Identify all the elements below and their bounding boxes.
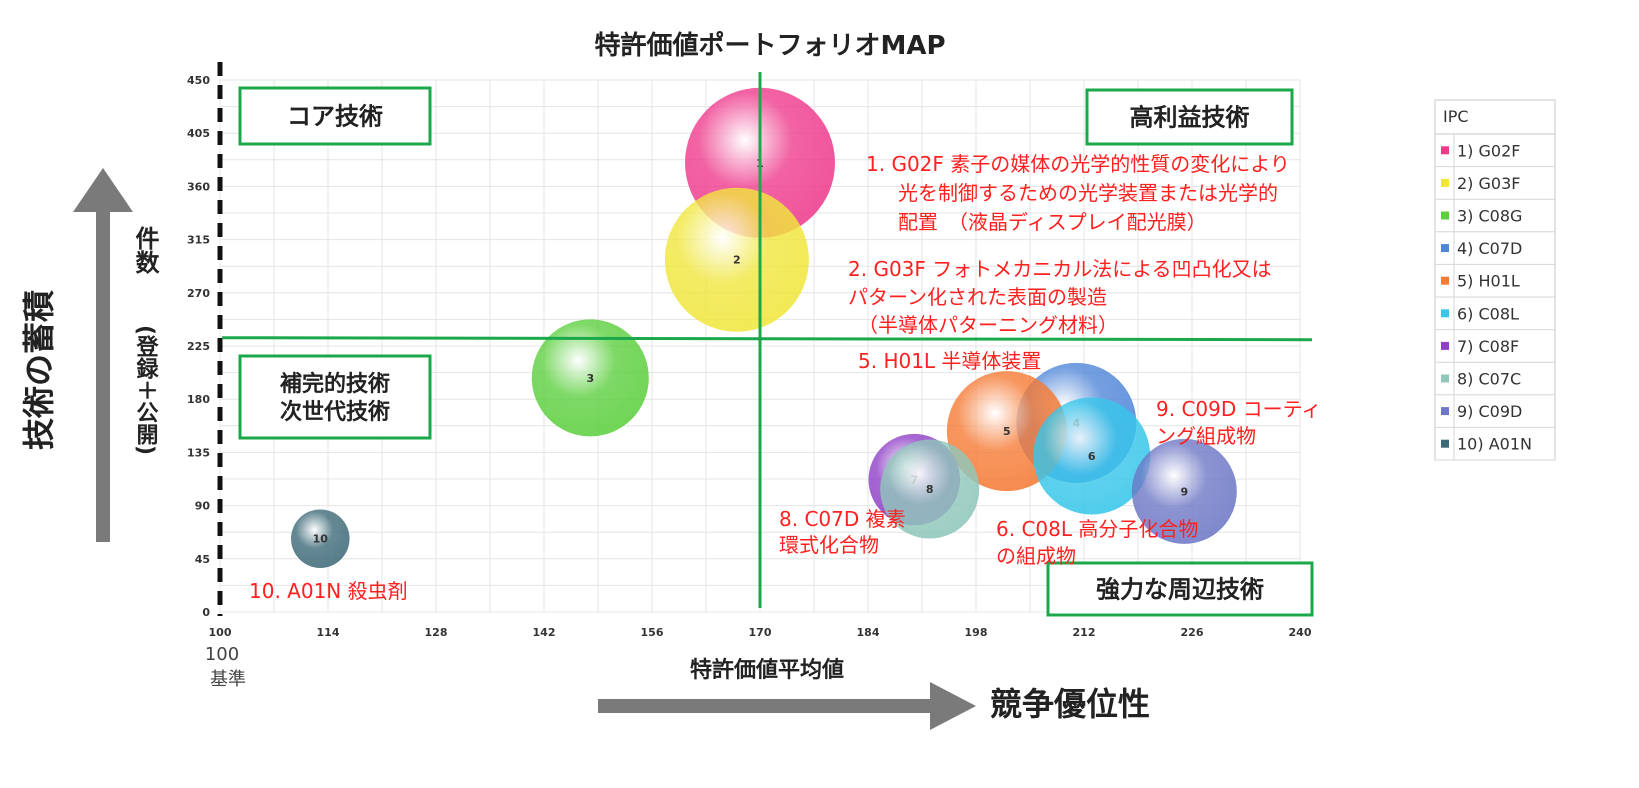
- y-tick-label: 45: [195, 553, 210, 566]
- x-tick-label: 170: [749, 626, 772, 639]
- x-tick-label: 212: [1073, 626, 1096, 639]
- legend-entry: 1) G02F: [1457, 141, 1520, 160]
- legend-swatch: [1441, 407, 1449, 416]
- legend-entry: 6) C08L: [1457, 304, 1519, 323]
- horizontal-arrow: [598, 682, 976, 730]
- annotation-text: 10. A01N 殺虫剤: [249, 579, 408, 603]
- quadrant-label: 強力な周辺技術: [1096, 576, 1264, 604]
- annotation-text: の組成物: [996, 544, 1076, 568]
- legend: IPC 1) G02F 2) G03F 3) C08G 4) C07D 5) H01L 6)…: [1434, 99, 1556, 461]
- annotation-text: 8. C07D 複素: [779, 507, 906, 531]
- annotation-text: 1. G02F 素子の媒体の光学的性質の変化により: [866, 152, 1290, 176]
- y-tick-label: 450: [187, 74, 210, 87]
- quadrant-box: [238, 86, 432, 146]
- x-tick-label: 142: [533, 626, 556, 639]
- quadrant-box: [1046, 561, 1314, 617]
- x-axis: 100 114 128 142 156 170 184 198 212 226 240: [209, 626, 1312, 639]
- y-tick-label: 315: [187, 234, 210, 247]
- annotation-text: ング組成物: [1156, 424, 1256, 448]
- x-baseline-value: 100: [205, 644, 239, 665]
- quadrant-label: 補完的技術: [279, 371, 390, 397]
- legend-box: [1434, 99, 1556, 461]
- y-axis: 0 45 90 135 180 225 270 315 360 405 450: [187, 74, 210, 619]
- x-tick-label: 184: [857, 626, 880, 639]
- quadrant-box: [238, 354, 432, 440]
- x-tick-label: 156: [641, 626, 664, 639]
- x-tick-label: 128: [425, 626, 448, 639]
- legend-swatch: [1441, 309, 1449, 318]
- quadrant-label: コア技術: [287, 103, 383, 131]
- vertical-arrow: [73, 168, 133, 542]
- quadrant-dividers: [221, 72, 1313, 608]
- annotation-text: 6. C08L 高分子化合物: [996, 517, 1198, 541]
- bubble-a01n: [291, 509, 350, 568]
- y-tick-label: 135: [187, 446, 210, 459]
- legend-entry: 10) A01N: [1457, 435, 1532, 454]
- bubble-c07c: [880, 439, 980, 539]
- bubble-c08g: [531, 319, 649, 437]
- annotation-text: 光を制御するための光学装置または光学的: [898, 181, 1278, 205]
- legend-swatch: [1441, 439, 1449, 448]
- bubble-label: 2: [733, 254, 741, 267]
- legend-entry: 8) C07C: [1457, 370, 1521, 389]
- y-tick-label: 180: [187, 393, 210, 406]
- y-axis-title: 件数: [131, 226, 159, 275]
- y-tick-label: 360: [187, 180, 210, 193]
- legend-entry: 4) C07D: [1457, 239, 1522, 258]
- annotation-text: 9. C09D コーティ: [1156, 397, 1321, 421]
- legend-entry: 5) H01L: [1457, 272, 1520, 291]
- bubble-label: 5: [1003, 425, 1011, 438]
- x-tick-label: 114: [317, 626, 340, 639]
- annotation-text: 配置 （液晶ディスプレイ配光膜）: [898, 210, 1207, 234]
- y-tick-label: 0: [202, 606, 210, 619]
- x-baseline-caption: 基準: [210, 669, 246, 690]
- legend-entry: 3) C08G: [1457, 207, 1522, 226]
- x-tick-label: 226: [1181, 626, 1204, 639]
- x-tick-label: 100: [209, 626, 232, 639]
- y-tick-label: 225: [187, 340, 210, 353]
- y-axis-subtitle: (登録＋公開): [133, 325, 160, 455]
- legend-swatch: [1441, 244, 1449, 253]
- bubble-g03f: [664, 187, 809, 332]
- x-tick-label: 240: [1289, 626, 1312, 639]
- legend-swatch: [1441, 146, 1449, 155]
- y-tick-label: 405: [187, 127, 210, 140]
- horizontal-divider: [221, 336, 1313, 342]
- legend-swatch: [1441, 211, 1449, 220]
- horizontal-arrow-label: 競争優位性: [990, 685, 1150, 723]
- bubble-label: 8: [926, 483, 934, 496]
- legend-swatch: [1441, 276, 1449, 285]
- bubble-label: 9: [1180, 485, 1188, 498]
- bubble-label: 3: [586, 372, 594, 385]
- y-tick-label: 90: [195, 500, 211, 513]
- bubble-label: 6: [1088, 450, 1096, 463]
- bubble-label: 10: [313, 533, 329, 546]
- quadrant-label: 次世代技術: [280, 399, 390, 425]
- legend-swatch: [1441, 341, 1449, 350]
- legend-entry: 7) C08F: [1457, 337, 1519, 356]
- x-tick-label: 198: [965, 626, 988, 639]
- x-axis-title: 特許価値平均値: [690, 657, 844, 683]
- legend-swatch: [1441, 374, 1449, 383]
- annotation-text: 5. H01L 半導体装置: [858, 349, 1041, 373]
- annotations: 1. G02F 素子の媒体の光学的性質の変化により光を制御するための光学装置また…: [249, 152, 1321, 603]
- legend-swatch: [1441, 178, 1449, 187]
- legend-entry: 2) G03F: [1457, 174, 1520, 193]
- vertical-arrow-label: 技術の蓄積: [20, 290, 58, 450]
- bubble-c08l: [1033, 397, 1151, 515]
- annotation-text: 2. G03F フォトメカニカル法による凹凸化又は: [848, 257, 1272, 281]
- annotation-text: 環式化合物: [779, 533, 879, 557]
- chart-title: 特許価値ポートフォリオMAP: [594, 30, 945, 61]
- bubble-c09d: [1131, 438, 1237, 544]
- quadrant-label: 高利益技術: [1130, 104, 1250, 132]
- quadrant-box: [1085, 88, 1294, 146]
- annotation-text: （半導体パターニング材料）: [858, 313, 1118, 337]
- annotation-text: パターン化された表面の製造: [848, 285, 1107, 309]
- y-tick-label: 270: [187, 287, 210, 300]
- legend-entry: 9) C09D: [1457, 402, 1522, 421]
- legend-title: IPC: [1443, 107, 1469, 126]
